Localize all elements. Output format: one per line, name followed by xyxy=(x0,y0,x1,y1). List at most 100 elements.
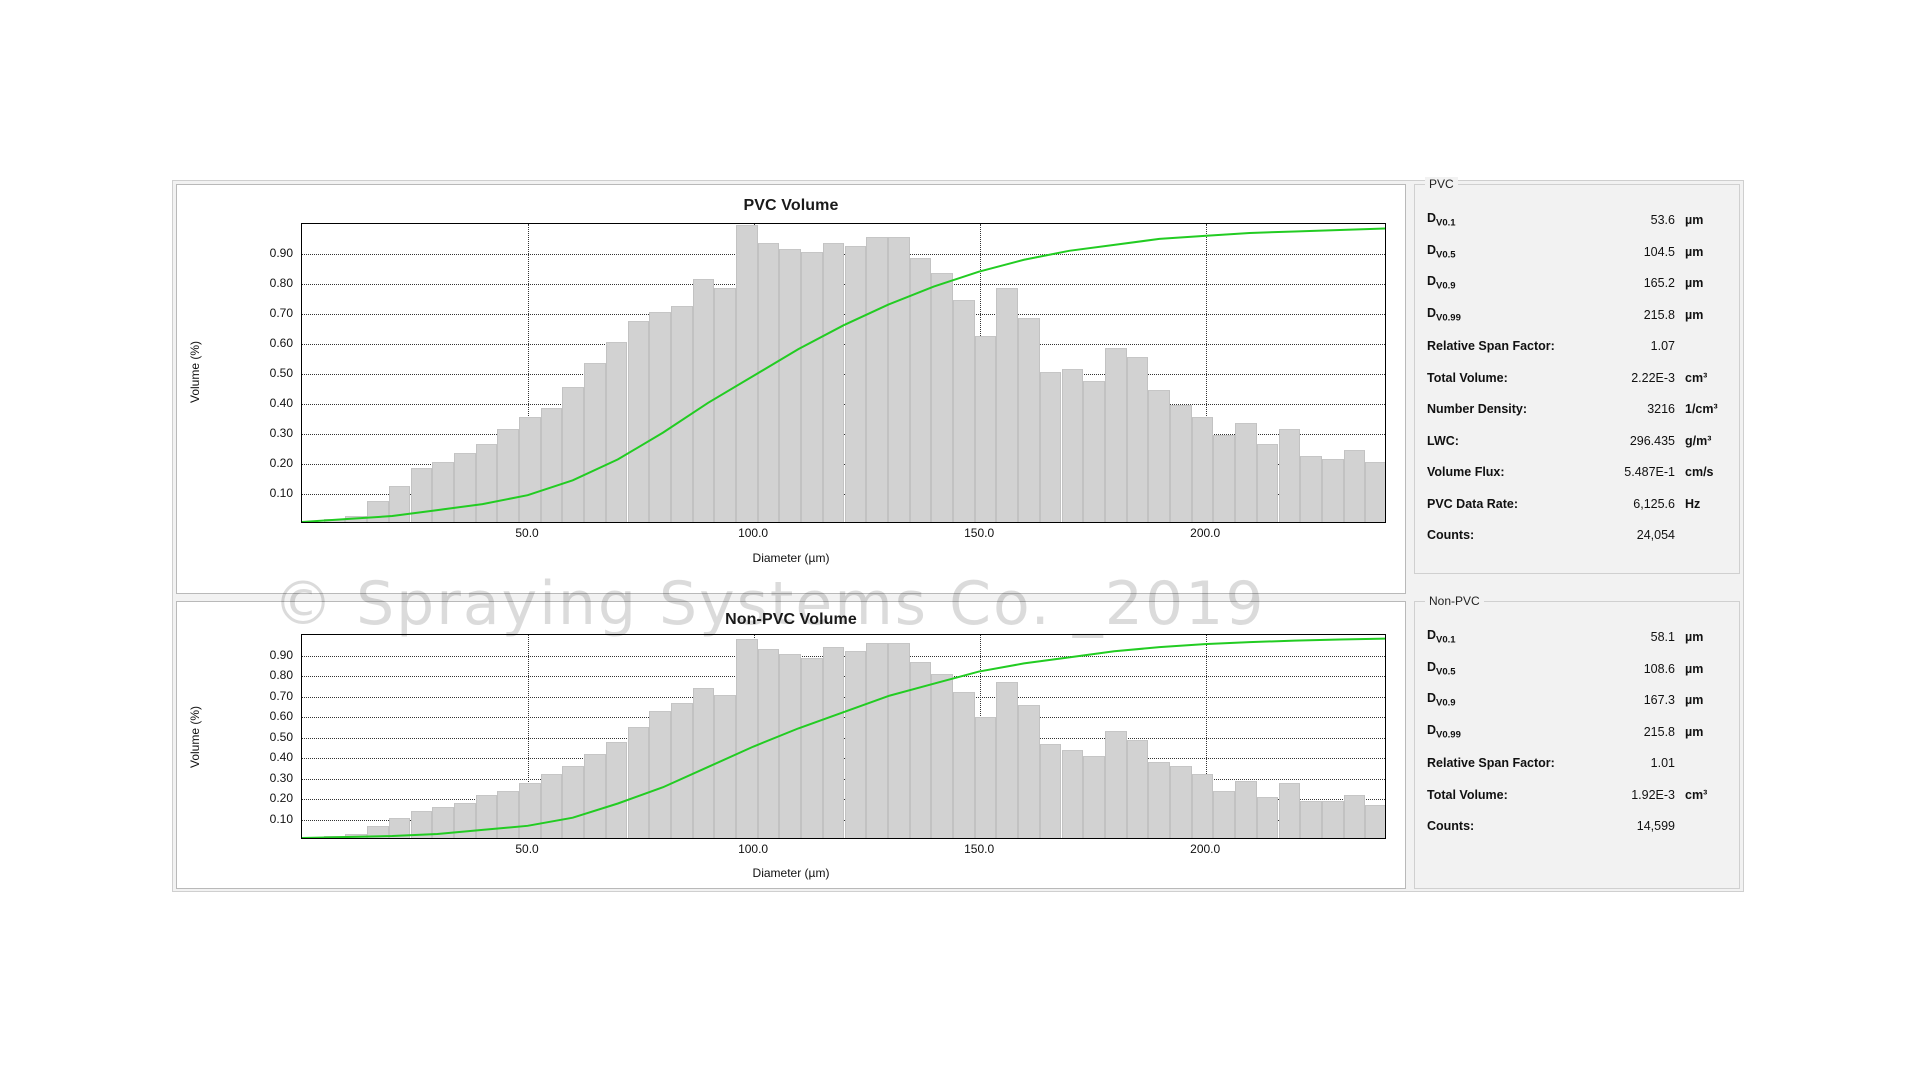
y-tick-label: 0.60 xyxy=(269,709,293,723)
histogram-bar xyxy=(627,321,650,522)
histogram-bar xyxy=(844,246,867,522)
statistic-row: PVC Data Rate: 6,125.6 Hz xyxy=(1427,495,1731,513)
nonpvc-groupbox-legend: Non-PVC xyxy=(1425,594,1484,608)
report-panel: PVC Volume Volume (%) 0.10 0.20 0.30 0.40 0.… xyxy=(172,177,1744,892)
statistic-label: PVC Data Rate: xyxy=(1427,496,1518,511)
x-tick-label: 100.0 xyxy=(738,526,769,540)
histogram-bar xyxy=(1343,794,1366,838)
statistic-unit: Hz xyxy=(1685,496,1701,511)
statistic-value: 6,125.6 xyxy=(1633,496,1675,511)
statistic-row: Counts: 24,054 xyxy=(1427,526,1731,544)
nonpvc-y-tick-labels: 0.10 0.20 0.30 0.40 0.50 0.60 0.70 0.80 0.90 xyxy=(177,634,297,839)
histogram-bar xyxy=(367,825,389,838)
histogram-bar xyxy=(453,803,476,838)
statistic-unit: µm xyxy=(1685,276,1704,290)
histogram-bar xyxy=(584,363,606,522)
statistic-value: 215.8 xyxy=(1643,307,1675,322)
statistic-row: DV0.99 215.8 µm xyxy=(1427,723,1731,741)
histogram-bar xyxy=(388,486,411,522)
histogram-bar xyxy=(1170,766,1192,838)
statistic-row: DV0.99 215.8 µm xyxy=(1427,306,1731,324)
statistic-label: DV0.99 xyxy=(1427,305,1461,324)
histogram-bar xyxy=(736,639,758,838)
y-tick-label: 0.40 xyxy=(269,750,293,764)
histogram-bar xyxy=(1235,780,1257,838)
histogram-bar xyxy=(931,273,953,522)
statistic-value: 5.487E-1 xyxy=(1624,465,1675,479)
histogram-bar xyxy=(1104,348,1127,522)
statistic-label-subscript: V0.9 xyxy=(1436,280,1456,292)
statistic-label: DV0.9 xyxy=(1427,274,1456,292)
statistic-row: DV0.9 165.2 µm xyxy=(1427,274,1731,292)
histogram-bar xyxy=(649,312,671,522)
histogram-bar xyxy=(974,717,997,838)
histogram-bar xyxy=(1039,372,1062,522)
x-tick-label: 200.0 xyxy=(1190,526,1221,540)
statistic-label: LWC: xyxy=(1427,433,1459,448)
statistic-label-subscript: V0.1 xyxy=(1436,217,1456,229)
statistic-unit: cm³ xyxy=(1685,370,1708,385)
statistic-row: Total Volume: 1.92E-3 cm³ xyxy=(1427,786,1731,804)
statistic-label-subscript: V0.99 xyxy=(1436,729,1461,741)
histogram-bar xyxy=(1039,743,1062,838)
x-tick-label: 50.0 xyxy=(515,526,539,540)
statistic-value: 1.92E-3 xyxy=(1631,787,1675,802)
statistic-unit: µm xyxy=(1685,693,1704,707)
histogram-bar xyxy=(670,702,693,838)
statistic-unit: µm xyxy=(1685,630,1704,644)
histogram-bar xyxy=(801,657,823,838)
histogram-bar xyxy=(1148,762,1170,838)
nonpvc-plot-area[interactable] xyxy=(301,634,1386,839)
y-tick-label: 0.50 xyxy=(269,366,293,380)
pvc-statistics-groupbox: PVC DV0.1 53.6 µm DV0.5 104.5 µm DV0.9 165.2 µm D… xyxy=(1414,177,1740,574)
cumulative-volume-line xyxy=(302,639,1385,838)
statistic-value: 2.22E-3 xyxy=(1631,370,1675,385)
histogram-bar xyxy=(1170,405,1192,522)
statistic-label-subscript: V0.99 xyxy=(1436,312,1461,324)
histogram-bar xyxy=(1278,782,1301,838)
x-tick-label: 50.0 xyxy=(515,842,539,856)
histogram-bar xyxy=(584,753,606,838)
statistic-row: Total Volume: 2.22E-3 cm³ xyxy=(1427,369,1731,387)
histogram-bar xyxy=(714,288,736,522)
histogram-bar xyxy=(1300,456,1322,522)
histogram-bar xyxy=(974,336,997,522)
histogram-bar xyxy=(953,300,975,522)
statistic-value: 24,054 xyxy=(1636,528,1675,542)
statistic-value: 296.435 xyxy=(1629,433,1675,448)
statistic-label: DV0.5 xyxy=(1427,659,1456,678)
histogram-bar xyxy=(1104,731,1127,838)
statistic-value: 108.6 xyxy=(1643,661,1675,676)
statistic-unit: µm xyxy=(1685,307,1704,322)
statistic-value: 1.07 xyxy=(1650,339,1675,353)
histogram-bar xyxy=(909,258,932,522)
histogram-bar xyxy=(822,647,845,838)
statistic-label: DV0.1 xyxy=(1427,628,1456,646)
nonpvc-volume-chart-card: Non-PVC Volume Volume (%) 0.10 0.20 0.30 0.… xyxy=(176,601,1406,889)
statistic-row: DV0.1 53.6 µm xyxy=(1427,211,1731,229)
statistic-row: Relative Span Factor: 1.01 xyxy=(1427,754,1731,772)
y-tick-label: 0.70 xyxy=(269,688,293,703)
pvc-groupbox-legend: PVC xyxy=(1425,177,1458,191)
statistic-label: DV0.99 xyxy=(1427,722,1461,741)
statistic-row: DV0.5 108.6 µm xyxy=(1427,660,1731,678)
statistic-label: Relative Span Factor: xyxy=(1427,756,1555,770)
statistic-label: DV0.5 xyxy=(1427,242,1456,261)
statistic-label: Relative Span Factor: xyxy=(1427,339,1555,353)
statistic-row: Relative Span Factor: 1.07 xyxy=(1427,337,1731,355)
histogram-bar xyxy=(1083,756,1105,838)
histogram-bar xyxy=(844,651,867,838)
pvc-x-tick-labels: 50.0 100.0 150.0 200.0 xyxy=(301,526,1386,544)
y-tick-label: 0.30 xyxy=(269,770,293,785)
statistic-unit: cm³ xyxy=(1685,787,1708,802)
statistic-unit: 1/cm³ xyxy=(1685,402,1718,416)
histogram-bar xyxy=(822,243,845,522)
pvc-plot-area[interactable] xyxy=(301,223,1386,523)
statistic-label: Number Density: xyxy=(1427,402,1528,416)
histogram-bar xyxy=(1083,381,1105,522)
histogram-bar xyxy=(627,727,650,838)
nonpvc-cumulative-curve xyxy=(302,635,1385,838)
y-tick-label: 0.10 xyxy=(269,486,293,500)
histogram-bar xyxy=(1300,801,1322,838)
histogram-bar xyxy=(605,741,628,838)
